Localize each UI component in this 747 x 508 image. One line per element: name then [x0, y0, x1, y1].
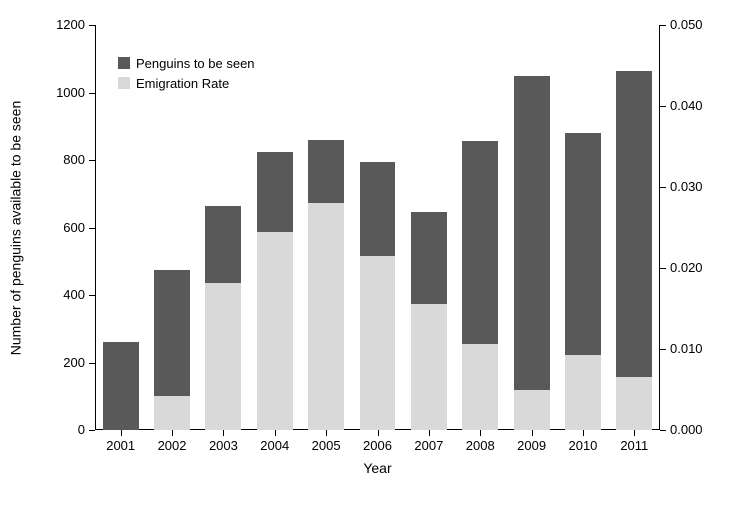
- y-left-tick-label: 1000: [0, 85, 85, 100]
- legend-label: Penguins to be seen: [136, 56, 255, 71]
- bar-emigration: [462, 344, 498, 430]
- x-tick: [532, 430, 533, 436]
- y-left-tick: [89, 228, 95, 229]
- x-tick-label: 2002: [146, 438, 197, 453]
- x-tick: [121, 430, 122, 436]
- bar-emigration: [308, 203, 344, 430]
- bar-emigration: [411, 304, 447, 430]
- y-right-tick-label: 0.000: [670, 422, 703, 437]
- x-axis-label: Year: [95, 460, 660, 476]
- y-right-tick: [660, 349, 666, 350]
- x-tick-label: 2006: [352, 438, 403, 453]
- x-tick-label: 2005: [300, 438, 351, 453]
- x-tick-label: 2010: [557, 438, 608, 453]
- bar-emigration: [257, 232, 293, 430]
- x-tick: [429, 430, 430, 436]
- legend-swatch: [118, 57, 130, 69]
- bar-emigration: [205, 283, 241, 430]
- y-left-tick: [89, 93, 95, 94]
- x-tick-label: 2008: [455, 438, 506, 453]
- y-right-tick-label: 0.010: [670, 341, 703, 356]
- y-right-tick: [660, 430, 666, 431]
- x-tick-label: 2004: [249, 438, 300, 453]
- x-tick-label: 2003: [198, 438, 249, 453]
- y-right-axis-line: [659, 25, 660, 430]
- y-right-tick: [660, 25, 666, 26]
- bar-emigration: [616, 377, 652, 430]
- y-right-tick: [660, 106, 666, 107]
- legend-swatch: [118, 77, 130, 89]
- y-left-tick: [89, 25, 95, 26]
- y-right-tick-label: 0.040: [670, 98, 703, 113]
- bar-penguins: [514, 76, 550, 430]
- chart-container: 0200400600800100012000.0000.0100.0200.03…: [0, 0, 747, 508]
- bar-emigration: [565, 355, 601, 430]
- bar-emigration: [360, 256, 396, 430]
- y-left-tick-label: 1200: [0, 17, 85, 32]
- x-tick-label: 2009: [506, 438, 557, 453]
- bar-penguins: [103, 342, 139, 430]
- y-right-tick: [660, 268, 666, 269]
- y-left-tick: [89, 363, 95, 364]
- x-tick: [378, 430, 379, 436]
- x-tick: [326, 430, 327, 436]
- y-left-axis-label: Number of penguins available to be seen: [7, 100, 23, 355]
- x-tick-label: 2001: [95, 438, 146, 453]
- x-tick: [172, 430, 173, 436]
- y-left-tick: [89, 295, 95, 296]
- bar-emigration: [514, 390, 550, 431]
- bar-emigration: [154, 396, 190, 430]
- y-right-tick: [660, 187, 666, 188]
- y-left-tick-label: 200: [0, 355, 85, 370]
- x-tick-label: 2011: [609, 438, 660, 453]
- y-left-axis-line: [95, 25, 96, 430]
- y-left-tick: [89, 430, 95, 431]
- y-right-tick-label: 0.030: [670, 179, 703, 194]
- x-tick: [634, 430, 635, 436]
- x-tick: [583, 430, 584, 436]
- legend-label: Emigration Rate: [136, 76, 229, 91]
- x-tick: [275, 430, 276, 436]
- x-tick: [480, 430, 481, 436]
- y-left-tick-label: 0: [0, 422, 85, 437]
- y-left-tick: [89, 160, 95, 161]
- y-right-tick-label: 0.050: [670, 17, 703, 32]
- y-right-tick-label: 0.020: [670, 260, 703, 275]
- x-tick: [223, 430, 224, 436]
- x-tick-label: 2007: [403, 438, 454, 453]
